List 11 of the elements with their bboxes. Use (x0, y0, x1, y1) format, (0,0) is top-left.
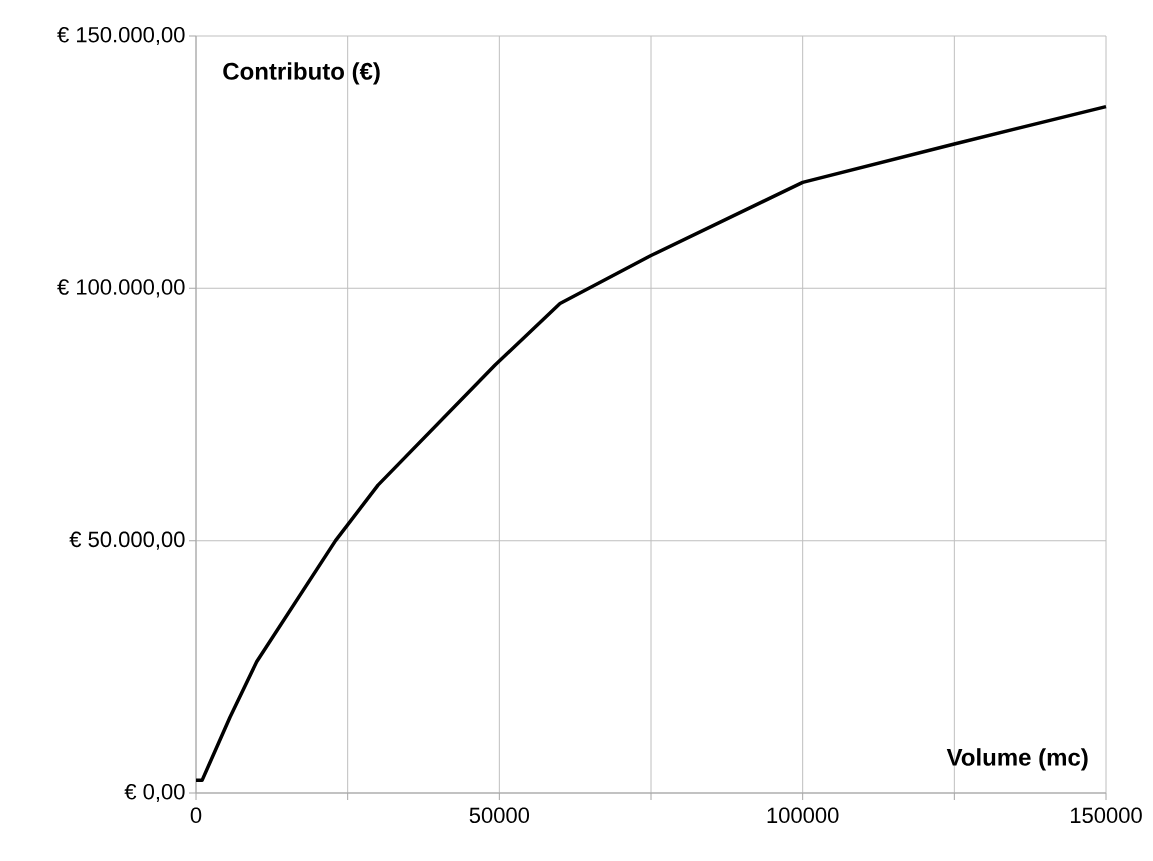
x-tick-label: 150000 (1070, 807, 1142, 824)
y-tick-label: € 50.000,00 (69, 531, 185, 550)
x-axis-title: Volume (mc) (946, 748, 1088, 771)
x-tick-label: 50000 (469, 807, 530, 824)
y-tick-label: € 150.000,00 (57, 26, 185, 46)
x-tick-label: 0 (190, 807, 202, 824)
y-tick-label: € 100.000,00 (57, 279, 185, 298)
x-tick-label: 100000 (767, 807, 839, 824)
y-tick-label: € 0,00 (124, 783, 185, 803)
y-axis-title: Contributo (€) (223, 62, 380, 85)
line-series (194, 104, 1108, 783)
